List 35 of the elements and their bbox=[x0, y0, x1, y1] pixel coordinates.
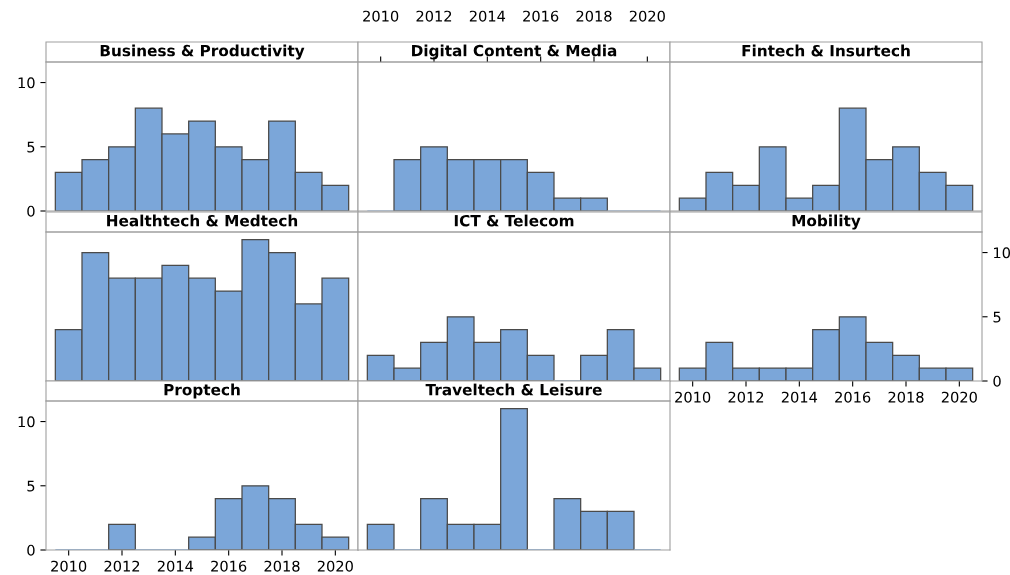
y-tick-label: 0 bbox=[993, 375, 1001, 387]
x-tick-label: 2014 bbox=[469, 10, 506, 22]
x-tick-label: 2016 bbox=[211, 560, 247, 572]
y-tick-label: 10 bbox=[18, 77, 35, 89]
chart-title: Mobility bbox=[792, 214, 861, 230]
y-tick-label: 5 bbox=[27, 480, 35, 492]
x-tick-label: 2018 bbox=[576, 10, 612, 22]
chart-title: Healthtech & Medtech bbox=[107, 214, 298, 227]
y-tick-label: 0 bbox=[27, 544, 35, 556]
chart-title: Proptech bbox=[164, 383, 240, 399]
x-tick-label: 2016 bbox=[835, 391, 871, 403]
x-tick-label: 2018 bbox=[888, 391, 924, 403]
x-tick-label: 2012 bbox=[104, 560, 140, 572]
x-tick-label: 2012 bbox=[416, 10, 452, 22]
x-tick-label: 2020 bbox=[317, 560, 353, 572]
x-tick-label: 2010 bbox=[675, 391, 711, 403]
y-tick-label: 10 bbox=[994, 247, 1010, 259]
x-tick-label: 2014 bbox=[157, 560, 194, 572]
chart-title: ICT & Telecom bbox=[454, 214, 574, 227]
chart-title: Traveltech & Leisure bbox=[425, 383, 602, 396]
x-tick-label: 2010 bbox=[363, 10, 399, 22]
chart-title: Digital Content & Media bbox=[412, 44, 617, 60]
x-tick-label: 2016 bbox=[523, 10, 559, 22]
chart-title: Fintech & Insurtech bbox=[742, 44, 910, 57]
y-tick-label: 5 bbox=[27, 141, 35, 153]
x-tick-label: 2014 bbox=[781, 391, 818, 403]
chart-title: Business & Productivity bbox=[100, 44, 305, 60]
x-tick-label: 2012 bbox=[728, 391, 764, 403]
x-tick-label: 2020 bbox=[629, 10, 665, 22]
x-tick-label: 2020 bbox=[941, 391, 977, 403]
x-tick-label: 2010 bbox=[51, 560, 87, 572]
y-tick-label: 0 bbox=[27, 205, 35, 217]
y-tick-label: 5 bbox=[993, 311, 1001, 323]
y-tick-label: 10 bbox=[18, 416, 35, 428]
x-tick-label: 2018 bbox=[264, 560, 300, 572]
